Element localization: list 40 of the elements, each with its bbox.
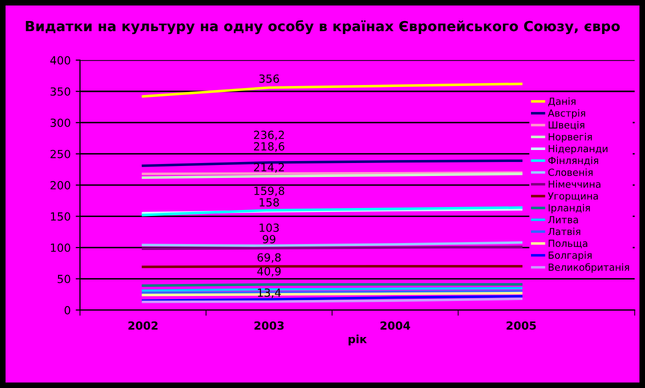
legend-label: Болгарія xyxy=(548,251,592,261)
y-tick-label: 250 xyxy=(50,150,70,158)
legend-label: Норвегія xyxy=(548,132,592,142)
legend-label: Швеція xyxy=(548,121,584,130)
x-tick-label: 2004 xyxy=(380,321,410,330)
data-label: 103 xyxy=(260,223,279,232)
data-label: 158 xyxy=(260,198,279,207)
y-tick-label: 200 xyxy=(50,181,70,190)
legend-label: Фінляндія xyxy=(548,156,598,166)
legend-label: Нідерланди xyxy=(548,144,608,154)
legend-label: Латвія xyxy=(548,228,580,236)
y-tick-label: 150 xyxy=(50,212,70,221)
data-label: 218,6 xyxy=(254,142,284,152)
data-label: 159,8 xyxy=(254,186,284,196)
x-tick-label: 2005 xyxy=(506,321,536,330)
legend-label: Німеччина xyxy=(548,180,600,188)
y-tick-label: 400 xyxy=(50,56,70,65)
chart-title: Видатки на культуру на одну особу в країнах Європейського Союзу, євро xyxy=(26,20,620,34)
legend-label: Ірландія xyxy=(548,204,590,214)
legend-label: Литва xyxy=(548,216,578,224)
x-tick-label: 2002 xyxy=(128,321,158,330)
legend-label: Великобританія xyxy=(548,263,629,273)
y-tick-label: 0 xyxy=(64,306,70,314)
data-label: 236,2 xyxy=(254,130,284,140)
x-axis-title: рік xyxy=(348,334,367,346)
y-tick-label: 300 xyxy=(50,118,70,127)
legend-label: Словенія xyxy=(548,168,593,176)
y-tick-label: 50 xyxy=(58,274,70,284)
legend-label: Данія xyxy=(548,97,576,106)
data-label: 69,8 xyxy=(257,253,281,263)
x-tick-label: 2003 xyxy=(254,321,284,330)
legend-label: Угорщина xyxy=(548,192,598,202)
y-tick-label: 350 xyxy=(50,87,70,96)
data-label: 99 xyxy=(262,234,276,244)
legend-label: Польща xyxy=(548,240,588,248)
data-label: 356 xyxy=(259,74,279,83)
y-tick-label: 100 xyxy=(50,244,70,252)
data-label: 40,9 xyxy=(257,267,281,277)
legend-label: Австрія xyxy=(548,109,586,119)
data-label: 214,2 xyxy=(254,163,284,173)
